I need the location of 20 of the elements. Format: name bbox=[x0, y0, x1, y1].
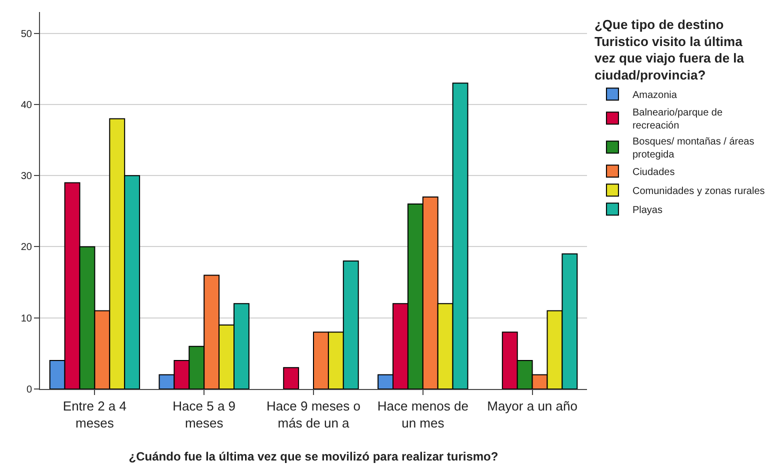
legend-label: Bosques/ montañas / áreas protegida bbox=[632, 136, 754, 160]
y-tick-label: 30 bbox=[20, 171, 32, 182]
x-tick-label: Entre 2 a 4 meses bbox=[62, 398, 127, 430]
legend-label: Ciudades bbox=[632, 167, 675, 178]
x-tick-label: Hace menos de un mes bbox=[377, 398, 468, 430]
legend-title: ¿Que tipo de destino Turistico visito la última vez que viajo fuera de la ciudad/provincia? bbox=[594, 16, 745, 83]
legend-label: Playas bbox=[632, 205, 662, 216]
x-axis-title: ¿Cuándo fue la última vez que se movilizó para realizar turismo? bbox=[128, 449, 498, 464]
y-tick-label: 50 bbox=[20, 28, 32, 40]
legend-label: Balneario/parque de recreación bbox=[632, 108, 723, 132]
y-tick-label: 20 bbox=[20, 242, 32, 254]
x-tick-label: Hace 9 meses o más de un a bbox=[266, 398, 360, 430]
legend-label: Comunidades y zonas rurales bbox=[632, 186, 765, 197]
y-tick-label: 10 bbox=[20, 313, 32, 324]
x-tick-label: Hace 5 a 9 meses bbox=[172, 398, 236, 430]
x-tick-label: Mayor a un año bbox=[487, 398, 578, 414]
bar bbox=[283, 367, 300, 389]
y-tick-label: 0 bbox=[26, 384, 32, 396]
legend-label: Amazonia bbox=[632, 90, 678, 101]
y-tick-label: 40 bbox=[20, 100, 32, 111]
